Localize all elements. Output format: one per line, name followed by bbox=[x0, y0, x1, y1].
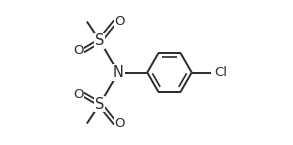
Text: Cl: Cl bbox=[214, 66, 227, 79]
Text: S: S bbox=[95, 33, 105, 48]
Text: O: O bbox=[114, 117, 125, 130]
Text: S: S bbox=[95, 97, 105, 112]
Text: O: O bbox=[73, 45, 84, 57]
Text: O: O bbox=[114, 15, 125, 28]
Text: O: O bbox=[73, 88, 84, 100]
Text: N: N bbox=[113, 65, 124, 80]
